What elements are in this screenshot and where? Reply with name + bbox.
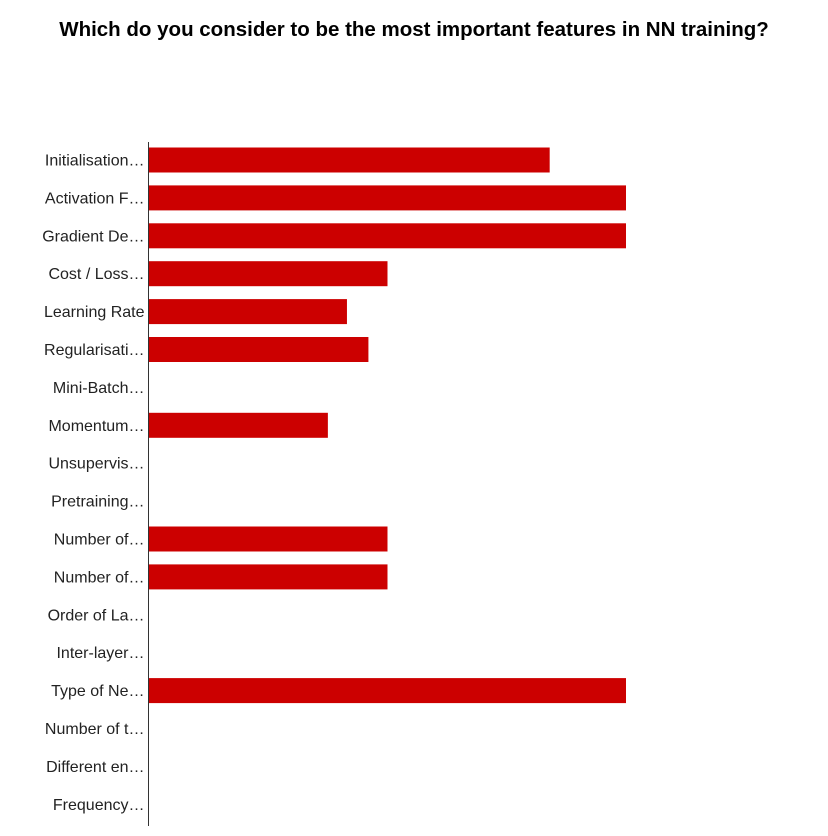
category-label: Order of La… xyxy=(48,607,145,624)
category-label: Number of… xyxy=(54,569,145,586)
category-label: Different en… xyxy=(46,759,144,776)
category-label: Pretraining… xyxy=(51,494,144,511)
bar xyxy=(149,412,328,438)
category-label: Regularisati… xyxy=(44,342,144,359)
bar xyxy=(149,678,626,704)
bar xyxy=(149,261,388,287)
category-label: Cost / Loss… xyxy=(48,266,144,283)
bars-layer xyxy=(149,147,626,704)
category-label: Number of… xyxy=(54,532,145,549)
bar xyxy=(149,223,626,249)
bar xyxy=(149,299,347,325)
chart-title: Which do you consider to be the most imp… xyxy=(59,18,769,41)
category-label: Mini-Batch… xyxy=(53,380,145,397)
category-label: Initialisation… xyxy=(45,153,145,170)
category-label: Gradient De… xyxy=(42,228,144,245)
category-labels: Initialisation… Activation F… Gradient De…… xyxy=(42,153,144,814)
bar xyxy=(149,147,550,173)
category-label: Unsupervis… xyxy=(48,456,144,473)
bar xyxy=(149,185,626,211)
bar xyxy=(149,337,369,362)
bar xyxy=(149,526,388,552)
category-label: Number of t… xyxy=(45,721,145,738)
bar xyxy=(149,564,388,590)
category-label: Frequency… xyxy=(53,797,145,814)
category-label: Inter-layer… xyxy=(56,645,144,662)
category-label: Activation F… xyxy=(45,190,145,207)
category-label: Learning Rate xyxy=(44,304,145,321)
category-label: Type of Ne… xyxy=(51,683,144,700)
category-label: Momentum… xyxy=(48,418,144,435)
